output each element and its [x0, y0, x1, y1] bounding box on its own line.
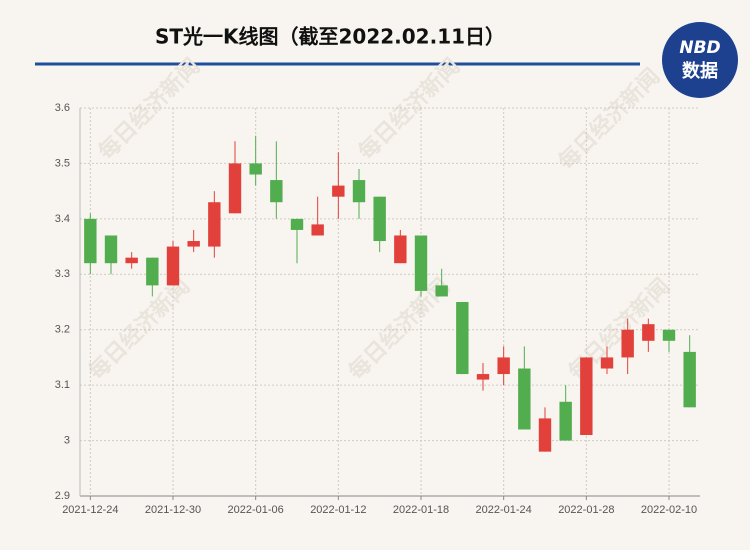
candle-body [683, 351, 696, 408]
logo-top: NBD [679, 38, 720, 58]
y-tick-label: 3.5 [55, 157, 70, 169]
candle-body [621, 329, 634, 358]
candle-body [332, 185, 345, 197]
candle-body [662, 329, 676, 341]
candle-body [84, 218, 97, 264]
x-tick-label: 2022-01-18 [393, 504, 449, 516]
candle-body [394, 235, 407, 264]
candle-body [600, 357, 614, 369]
candle-body [352, 180, 366, 203]
y-tick-label: 3.6 [55, 102, 70, 114]
y-tick-label: 3 [64, 434, 70, 446]
x-tick-label: 2022-01-24 [476, 504, 532, 516]
chart-title: ST光一K线图（截至2022.02.11日） [155, 25, 505, 49]
candle-body [497, 357, 510, 375]
candle-body [166, 246, 180, 286]
candle-body [642, 324, 655, 341]
candle-body [125, 257, 138, 264]
candle-body [311, 224, 324, 236]
candle-body [228, 163, 242, 214]
x-tick-label: 2022-01-06 [228, 504, 284, 516]
x-tick-label: 2021-12-24 [62, 504, 118, 516]
candle-body [414, 235, 428, 291]
candle-body [270, 180, 283, 203]
y-tick-label: 3.3 [55, 268, 70, 280]
logo-badge [662, 22, 738, 98]
candle-body [249, 163, 262, 175]
y-tick-label: 3.4 [55, 213, 70, 225]
candle-body [538, 418, 552, 452]
candle-body [580, 357, 593, 436]
candle-body [435, 285, 448, 297]
x-tick-label: 2022-02-10 [641, 504, 697, 516]
candle-body [290, 218, 304, 230]
x-tick-label: 2022-01-12 [310, 504, 366, 516]
candle-body [456, 302, 469, 375]
candle-body [208, 202, 221, 247]
candle-body [518, 368, 531, 430]
x-tick-label: 2022-01-28 [558, 504, 614, 516]
y-tick-label: 3.1 [55, 379, 70, 391]
candle-body [187, 241, 200, 247]
y-tick-label: 2.9 [55, 490, 70, 502]
candle-body [373, 196, 386, 242]
candle-body [104, 235, 118, 264]
x-tick-label: 2021-12-30 [145, 504, 201, 516]
candle-body [146, 257, 159, 286]
y-tick-label: 3.2 [55, 324, 70, 336]
candle-body [559, 401, 572, 441]
logo-bottom: 数据 [682, 60, 718, 82]
candle-body [476, 374, 490, 380]
